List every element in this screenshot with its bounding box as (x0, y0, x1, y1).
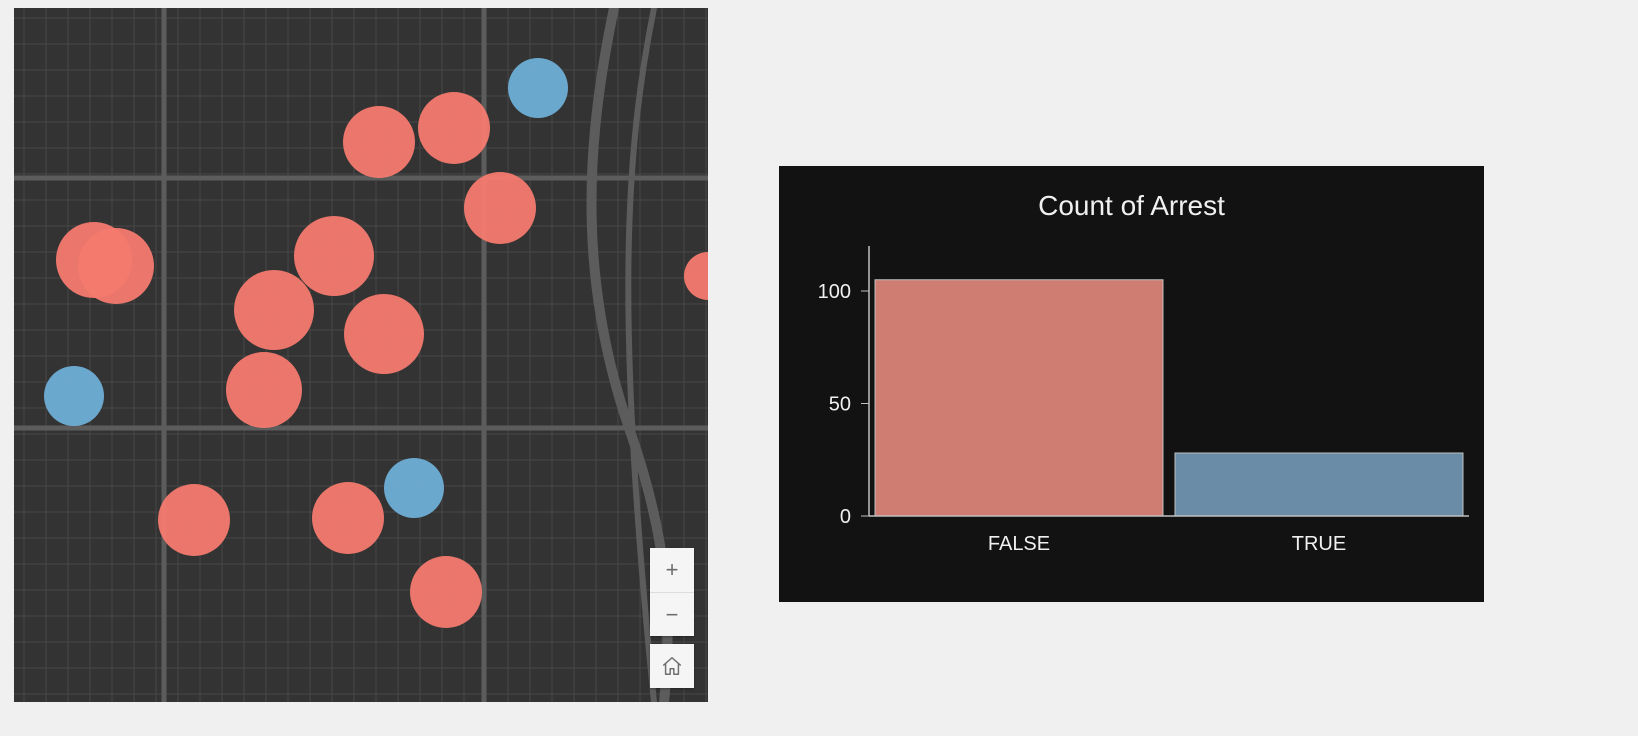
map-point[interactable] (344, 294, 424, 374)
map-point[interactable] (78, 228, 154, 304)
map-panel: + − (14, 8, 708, 702)
y-tick-label: 0 (840, 506, 851, 528)
map-point[interactable] (418, 92, 490, 164)
chart-title: Count of Arrest (779, 166, 1484, 222)
map-point[interactable] (226, 352, 302, 428)
y-tick-label: 50 (829, 394, 851, 416)
map-point[interactable] (464, 172, 536, 244)
map-point[interactable] (410, 556, 482, 628)
home-icon (661, 655, 683, 677)
bar-chart-panel: Count of Arrest 0 50 100 FALSE TRUE (779, 166, 1484, 602)
map-point[interactable] (158, 484, 230, 556)
map-point[interactable] (234, 270, 314, 350)
x-category-label: FALSE (988, 533, 1050, 555)
zoom-in-button[interactable]: + (650, 548, 694, 592)
map-point[interactable] (294, 216, 374, 296)
chart-canvas: 0 50 100 FALSE TRUE (779, 236, 1484, 602)
map-point[interactable] (508, 58, 568, 118)
home-button[interactable] (650, 644, 694, 688)
map-point[interactable] (343, 106, 415, 178)
map-canvas[interactable] (14, 8, 708, 702)
zoom-control: + − (650, 548, 694, 636)
map-point[interactable] (44, 366, 104, 426)
bar[interactable] (875, 280, 1163, 516)
map-point[interactable] (312, 482, 384, 554)
y-tick-label: 100 (818, 281, 851, 303)
bar[interactable] (1175, 453, 1463, 516)
map-controls: + − (650, 548, 694, 688)
map-point[interactable] (384, 458, 444, 518)
x-category-label: TRUE (1292, 533, 1346, 555)
zoom-out-button[interactable]: − (650, 592, 694, 636)
